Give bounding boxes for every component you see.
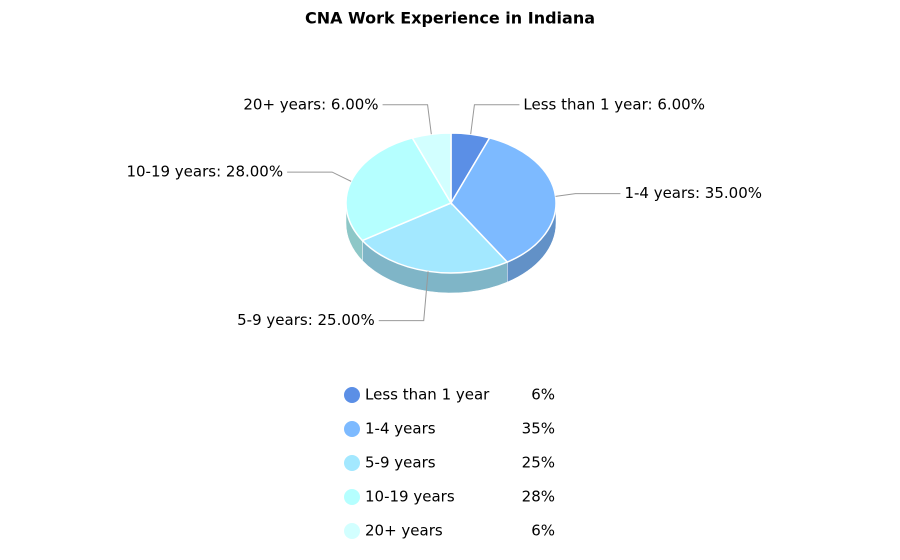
slice-label: Less than 1 year: 6.00% (523, 95, 705, 113)
slice (450, 137, 557, 263)
slice (345, 137, 453, 242)
slice (411, 132, 452, 206)
legend-marker (344, 387, 360, 403)
chart-title: CNA Work Experience in Indiana (305, 9, 595, 28)
legend-label: 20+ years (365, 522, 443, 540)
legend-value: 6% (531, 522, 555, 540)
leader-line (382, 104, 432, 135)
slice-label: 20+ years: 6.00% (243, 95, 378, 113)
legend-label: 5-9 years (365, 454, 436, 472)
legend-value: 35% (522, 420, 555, 438)
legend-marker (344, 523, 360, 539)
slice-label: 1-4 years: 35.00% (624, 184, 762, 202)
legend-marker (344, 489, 360, 505)
slice-label: 10-19 years: 28.00% (126, 163, 283, 181)
leader-line (555, 193, 621, 197)
leader-line (470, 104, 520, 135)
legend-label: 10-19 years (365, 488, 455, 506)
legend-label: Less than 1 year (365, 386, 490, 404)
legend-marker (344, 421, 360, 437)
slice-label: 5-9 years: 25.00% (237, 311, 375, 329)
slice (361, 202, 509, 274)
legend-value: 25% (522, 454, 555, 472)
leader-line (287, 171, 352, 182)
leader-line (378, 271, 429, 322)
legend-marker (344, 455, 360, 471)
legend-value: 6% (531, 386, 555, 404)
legend-value: 28% (522, 488, 555, 506)
legend-label: 1-4 years (365, 420, 436, 438)
